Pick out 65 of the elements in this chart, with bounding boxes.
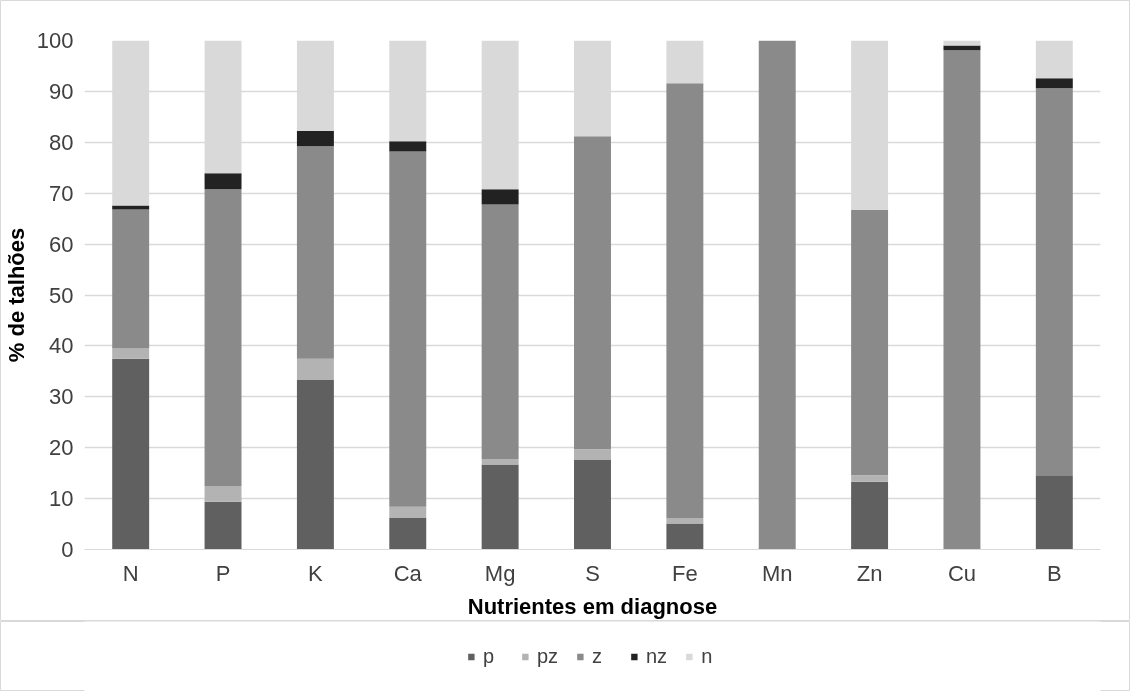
bar [574, 449, 611, 460]
bar [112, 205, 150, 210]
bar [666, 517, 704, 524]
legend-label: z [592, 644, 603, 668]
x-tick-label: Mn [761, 560, 793, 586]
bar [943, 50, 981, 550]
bar [666, 83, 704, 518]
bar [112, 358, 150, 550]
legend-label: pz [536, 644, 558, 668]
x-tick-label: Cu [947, 560, 977, 586]
bar [204, 173, 242, 190]
legend-label: nz [646, 644, 668, 668]
x-tick-label: Zn [856, 560, 883, 586]
y-tick-label: 100 [36, 28, 74, 53]
bar [851, 210, 889, 476]
bar [112, 209, 150, 349]
bar [204, 485, 242, 502]
bar [758, 40, 796, 550]
legend-label: n [701, 644, 714, 668]
bar [204, 189, 242, 486]
bar [943, 40, 981, 46]
bar [1035, 475, 1073, 550]
bar [666, 523, 704, 550]
bar [1035, 88, 1073, 476]
bar [574, 459, 611, 550]
y-tick-label: 20 [49, 435, 74, 461]
bar [389, 141, 427, 152]
y-tick-label: 80 [49, 129, 74, 155]
bar [296, 146, 334, 359]
x-tick-label: Fe [672, 560, 698, 586]
y-tick-label: 90 [49, 78, 74, 104]
legend-label: p [482, 644, 495, 668]
bar [1035, 78, 1073, 89]
bar [389, 151, 427, 507]
y-tick-label: 30 [49, 384, 74, 410]
y-tick-label: 60 [49, 231, 74, 257]
bar [574, 136, 611, 450]
bar [481, 189, 519, 205]
x-tick-label: Ca [393, 560, 423, 586]
bar [1035, 40, 1073, 79]
x-tick-label: P [215, 560, 231, 586]
y-tick-label: 40 [49, 333, 74, 359]
bar [296, 131, 334, 147]
x-tick-label: Mg [484, 560, 516, 586]
bar [666, 40, 704, 84]
y-axis-title: % de talhões [3, 227, 29, 363]
bar [389, 506, 427, 518]
x-axis-title: Nutrientes em diagnose [467, 593, 718, 619]
bar [204, 501, 242, 550]
bar [851, 475, 889, 482]
x-tick-label: N [122, 560, 139, 586]
y-tick-label: 10 [49, 486, 74, 512]
x-tick-label: K [308, 560, 324, 586]
x-tick-label: B [1046, 560, 1062, 586]
y-tick-label: 0 [61, 537, 74, 562]
bar [481, 204, 519, 459]
bar [389, 517, 427, 550]
bar [296, 358, 334, 380]
x-tick-label: S [585, 560, 600, 586]
bar [296, 380, 334, 550]
bar [112, 348, 150, 359]
y-tick-label: 50 [49, 282, 74, 308]
y-tick-label: 70 [49, 180, 74, 206]
bar [481, 464, 519, 550]
bar [851, 481, 889, 550]
